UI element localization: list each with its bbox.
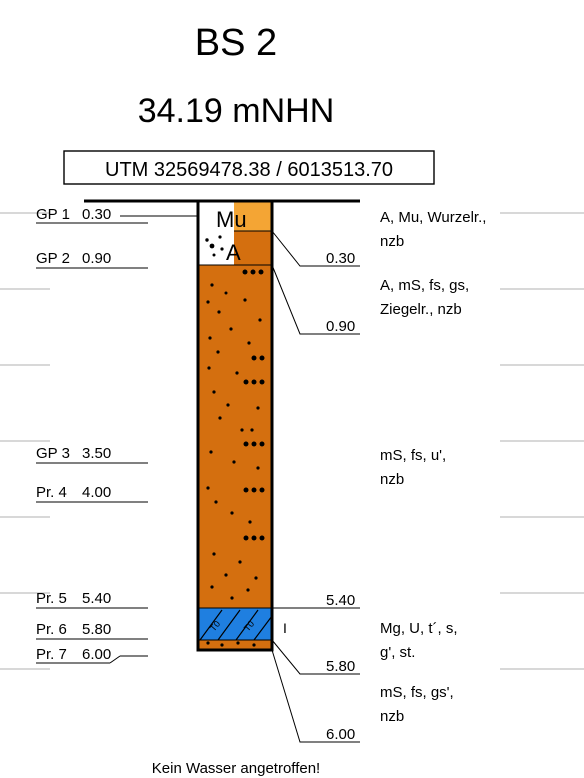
sample-depth: 3.50 — [82, 445, 111, 462]
depth-value: 0.90 — [326, 318, 355, 335]
coordinates-box — [63, 150, 435, 185]
sample-gp1: GP 1 0.30 — [36, 206, 198, 224]
borehole-title: BS 2 — [195, 22, 277, 64]
description-line: mS, fs, gs', — [380, 684, 454, 701]
sample-list: GP 1 0.30 GP 2 0.90 GP 3 3.50 Pr. 4 4.00… — [36, 206, 198, 664]
sample-depth: 5.40 — [82, 590, 111, 607]
sample-gp2: GP 2 0.90 — [36, 250, 148, 269]
borehole-column: T0 T0 — [196, 199, 274, 652]
description-line: mS, fs, u', — [380, 447, 446, 464]
depth-value: 0.30 — [326, 250, 355, 267]
elevation-label: 34.19 mNHN — [138, 92, 335, 130]
layer-humus-top — [234, 201, 272, 231]
depth-marker-030: 0.30 — [271, 230, 360, 267]
sample-label: GP 1 — [36, 206, 70, 223]
sample-depth: 6.00 — [82, 646, 111, 663]
sample-label: Pr. 7 — [36, 646, 67, 663]
layer-descriptions: A, Mu, Wurzelr., nzb A, mS, fs, gs, Zieg… — [380, 209, 486, 725]
sample-depth: 4.00 — [82, 484, 111, 501]
layer-depth-list: 0.30 0.90 5.40 5.80 6.00 — [271, 230, 360, 743]
sand-dot-pattern — [205, 235, 265, 647]
sample-depth: 0.30 — [82, 206, 111, 223]
layer-sand — [198, 265, 272, 608]
description-line: Mg, U, t´, s, — [380, 620, 458, 637]
sample-pr4: Pr. 4 4.00 — [36, 484, 148, 503]
sample-gp3: GP 3 3.50 — [36, 445, 148, 464]
layer-sand-bottom — [198, 640, 272, 650]
depth-value: 5.40 — [326, 592, 355, 609]
layer-symbol-anthropogenic: A — [226, 240, 241, 265]
sample-pr5: Pr. 5 5.40 — [36, 590, 148, 609]
groundwater-note: Kein Wasser angetroffen! — [152, 760, 320, 777]
depth-marker-540: 5.40 — [272, 592, 360, 609]
sample-pr7: Pr. 7 6.00 — [36, 646, 148, 664]
depth-value: 6.00 — [326, 726, 355, 743]
description-line: nzb — [380, 233, 404, 250]
description-line: nzb — [380, 708, 404, 725]
consistency-mark: I — [283, 620, 287, 636]
description-line: A, Mu, Wurzelr., — [380, 209, 486, 226]
sample-depth: 5.80 — [82, 621, 111, 638]
sample-label: GP 2 — [36, 250, 70, 267]
coordinates-label: UTM 32569478.38 / 6013513.70 — [105, 159, 393, 181]
sample-label: GP 3 — [36, 445, 70, 462]
sample-pr6: Pr. 6 5.80 — [36, 621, 148, 640]
depth-marker-600: 6.00 — [271, 649, 360, 743]
column-outline — [196, 199, 274, 652]
layer-humus-fill — [198, 201, 234, 265]
layer-symbol-humus: Mu — [216, 207, 247, 232]
description-line: Ziegelr., nzb — [380, 301, 462, 318]
sample-depth: 0.90 — [82, 250, 111, 267]
guide-lines — [0, 212, 584, 670]
description-line: g', st. — [380, 644, 415, 661]
description-line: A, mS, fs, gs, — [380, 277, 469, 294]
depth-value: 5.80 — [326, 658, 355, 675]
sample-label: Pr. 4 — [36, 484, 67, 501]
clay-hatch-pattern — [199, 609, 273, 641]
layer-boundaries — [198, 230, 272, 641]
sample-label: Pr. 5 — [36, 590, 67, 607]
depth-marker-090: 0.90 — [271, 264, 360, 335]
layer-clay — [198, 608, 272, 640]
depth-marker-580: 5.80 — [271, 639, 360, 675]
description-line: nzb — [380, 471, 404, 488]
sample-label: Pr. 6 — [36, 621, 67, 638]
